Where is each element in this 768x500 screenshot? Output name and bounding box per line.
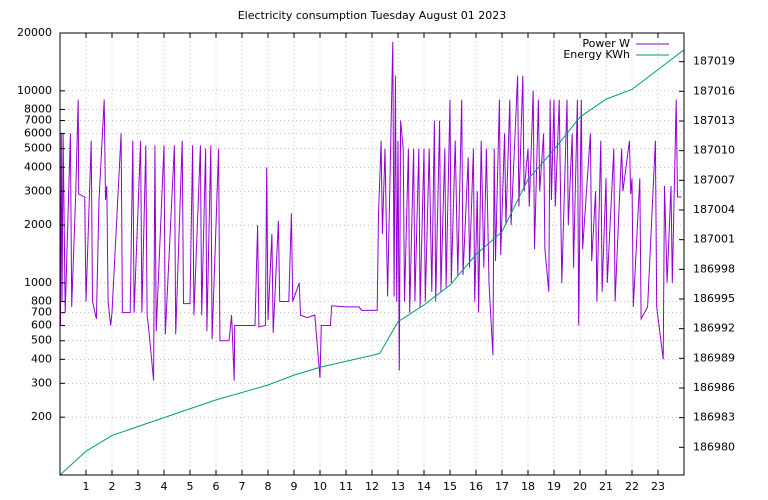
x-tick-label: 15 [443,480,457,493]
x-tick-label: 20 [573,480,587,493]
y2-tick-label: 186986 [693,381,735,394]
x-tick-label: 16 [469,480,483,493]
grid [60,32,684,475]
x-tick-label: 1 [83,480,90,493]
y-tick-label: 10000 [17,84,52,97]
x-tick-label: 23 [651,480,665,493]
y-tick-label: 7000 [24,114,52,127]
y2-tick-label: 187010 [693,144,735,157]
x-tick-label: 10 [313,480,327,493]
y-tick-label: 700 [31,306,52,319]
x-tick-label: 5 [187,480,194,493]
y-tick-label: 2000 [24,218,52,231]
x-tick-label: 3 [135,480,142,493]
y-tick-label: 3000 [24,184,52,197]
x-tick-label: 13 [391,480,405,493]
y-tick-label: 5000 [24,142,52,155]
x-tick-label: 4 [161,480,168,493]
x-tick-label: 18 [521,480,535,493]
x-tick-label: 12 [365,480,379,493]
y2-tick-label: 187016 [693,84,735,97]
y-tick-label: 800 [31,295,52,308]
y-tick-label: 400 [31,352,52,365]
x-tick-label: 7 [239,480,246,493]
y2-tick-label: 186998 [693,262,735,275]
x-tick-label: 19 [547,480,561,493]
y2-tick-label: 186992 [693,322,735,335]
y-tick-label: 20000 [17,26,52,39]
x-tick-label: 17 [495,480,509,493]
y-tick-label: 8000 [24,102,52,115]
x-tick-label: 11 [339,480,353,493]
y-tick-label: 1000 [24,276,52,289]
x-tick-label: 21 [599,480,613,493]
y-tick-label: 200 [31,410,52,423]
y-tick-label: 600 [31,319,52,332]
y2-tick-label: 186980 [693,440,735,453]
series-line [59,41,682,381]
y-tick-label: 500 [31,334,52,347]
x-tick-label: 6 [213,480,220,493]
y2-tick-label: 186989 [693,351,735,364]
y2-tick-label: 187013 [693,114,735,127]
y2-tick-label: 187007 [693,173,735,186]
x-tick-label: 22 [625,480,639,493]
y-tick-label: 4000 [24,160,52,173]
x-tick-label: 2 [109,480,116,493]
y2-tick-label: 187019 [693,55,735,68]
plot [59,41,685,476]
chart-title: Electricity consumption Tuesday August 0… [238,9,507,22]
y-tick-label: 300 [31,376,52,389]
y2-tick-label: 186995 [693,292,735,305]
y2-tick-label: 186983 [693,411,735,424]
series-line [59,49,685,476]
y2-tick-label: 187001 [693,233,735,246]
y2-tick-label: 187004 [693,203,735,216]
x-tick-label: 9 [291,480,298,493]
x-tick-label: 8 [265,480,272,493]
legend-label: Power W [582,37,630,50]
y-tick-label: 6000 [24,126,52,139]
legend-label: Energy KWh [563,48,630,61]
x-tick-label: 14 [417,480,431,493]
